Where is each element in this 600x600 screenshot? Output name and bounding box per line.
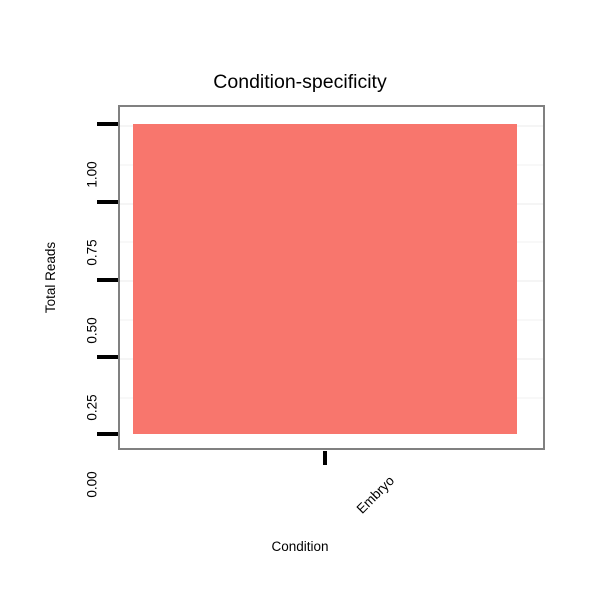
chart-title: Condition-specificity	[213, 71, 387, 93]
y-tick-label: 1.00	[84, 161, 100, 188]
y-tick-mark	[97, 200, 118, 204]
plot-panel-inner	[120, 107, 543, 448]
x-tick-label-embryo: Embryo	[353, 473, 398, 517]
x-axis-title: Condition	[271, 539, 329, 554]
bar-embryo	[132, 123, 517, 434]
y-tick-mark	[97, 355, 118, 359]
y-tick-mark	[97, 122, 118, 126]
y-tick-mark	[97, 432, 118, 436]
x-tick-mark	[323, 451, 327, 465]
y-tick-mark	[97, 278, 118, 282]
y-axis-title: Total Reads	[42, 241, 58, 313]
plot-panel	[118, 105, 545, 450]
